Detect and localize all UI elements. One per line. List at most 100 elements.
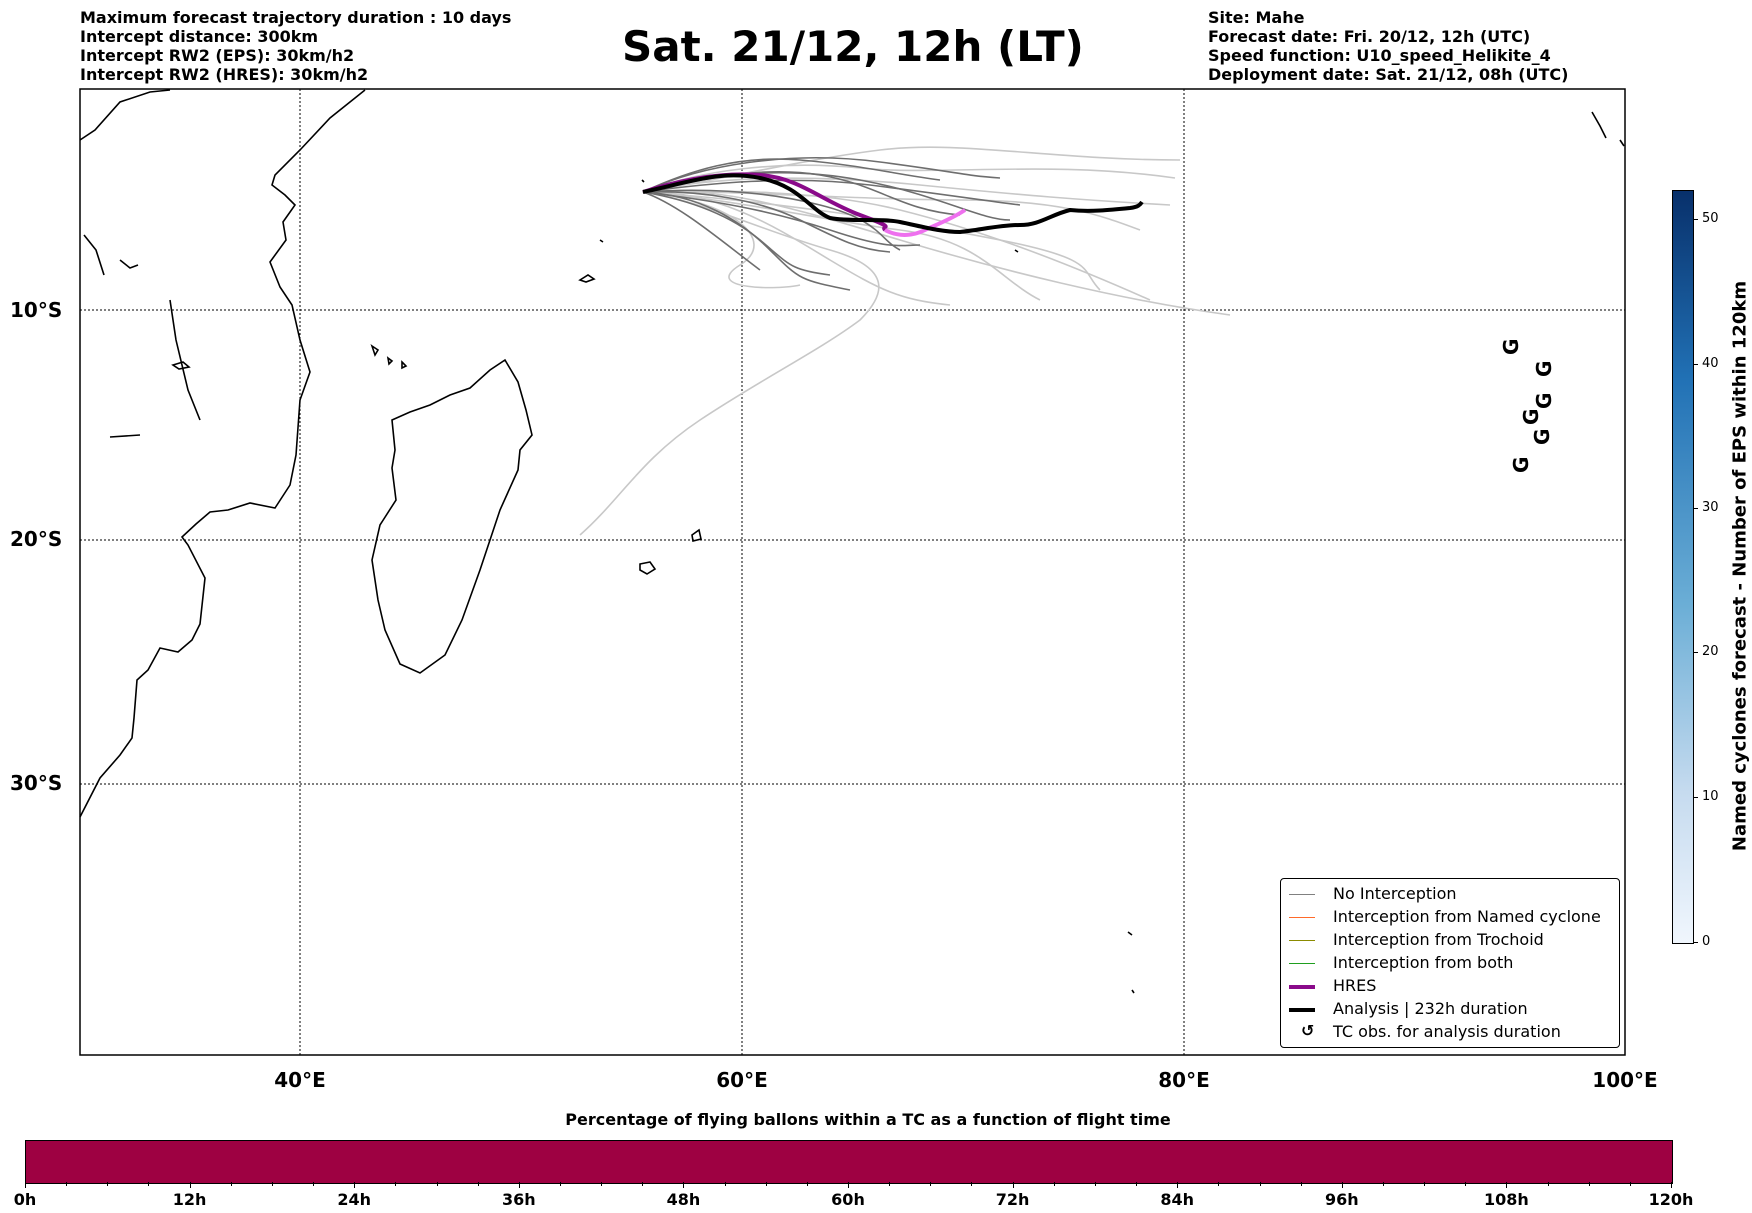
legend-label: Interception from Trochoid	[1333, 930, 1544, 949]
tc-symbol-icon: G	[1519, 409, 1543, 425]
flight-time-tick	[1588, 1182, 1590, 1186]
flight-time-tick	[1465, 1182, 1467, 1186]
tc-symbol-icon: G	[1530, 429, 1554, 445]
flight-time-tick-label: 36h	[501, 1190, 536, 1209]
legend-item-analysis: Analysis | 232h duration	[1281, 998, 1619, 1021]
flight-time-tick-label: 72h	[995, 1190, 1030, 1209]
flight-time-tick	[1177, 1182, 1179, 1188]
flight-time-tick	[66, 1182, 68, 1186]
lon-label-80e: 80°E	[1158, 1068, 1210, 1092]
flight-time-tick	[1341, 1182, 1343, 1188]
legend-line-both	[1289, 963, 1315, 964]
colorbar-tick-label: 10	[1702, 789, 1719, 804]
flight-time-tick	[1218, 1182, 1220, 1186]
lon-label-60e: 60°E	[716, 1068, 768, 1092]
colorbar-tick	[1693, 652, 1698, 653]
map-frame	[79, 88, 1626, 1056]
flight-time-tick	[1382, 1182, 1384, 1186]
legend-item-both: Interception from both	[1281, 952, 1619, 975]
graticule	[80, 89, 1625, 1055]
flight-time-tick	[848, 1182, 849, 1188]
legend-line-trochoid	[1289, 940, 1315, 941]
colorbar-tick	[1693, 364, 1698, 365]
forecast-date-text: Forecast date: Fri. 20/12, 12h (UTC)	[1208, 27, 1531, 46]
flight-time-tick	[601, 1182, 603, 1186]
africa-coastline	[79, 89, 366, 818]
flight-time-tick	[806, 1182, 808, 1186]
trajectory-light	[642, 164, 1176, 193]
legend-label: Analysis | 232h duration	[1333, 999, 1528, 1018]
flight-time-tick	[971, 1182, 973, 1186]
lat-label-10s: 10°S	[10, 298, 63, 322]
intercept-eps-text: Intercept RW2 (EPS): 30km/h2	[80, 46, 355, 65]
trajectory-light	[642, 191, 951, 306]
trajectory-dark	[642, 191, 851, 291]
trajectory-light	[642, 190, 1141, 231]
progress-bar-title: Percentage of flying ballons within a TC…	[565, 1110, 1171, 1129]
eps-trajectories-light	[579, 146, 1231, 536]
flight-time-tick	[1136, 1182, 1138, 1186]
flight-time-tick	[1259, 1182, 1261, 1186]
lat-label-30s: 30°S	[10, 771, 63, 795]
flight-time-tick	[148, 1182, 150, 1186]
legend-label: Interception from Named cyclone	[1333, 907, 1601, 926]
trajectory-light	[642, 190, 1231, 316]
flight-time-tick	[477, 1182, 479, 1186]
tc-symbol-icon: G	[1499, 339, 1523, 355]
flight-time-tick	[724, 1182, 726, 1186]
coastline-layer	[79, 89, 1625, 994]
lon-label-100e: 100°E	[1592, 1068, 1658, 1092]
deployment-date-text: Deployment date: Sat. 21/12, 08h (UTC)	[1208, 65, 1569, 84]
legend-label: TC obs. for analysis duration	[1333, 1022, 1561, 1041]
legend-label: No Interception	[1333, 884, 1457, 903]
colorbar-tick	[1693, 797, 1698, 798]
eps-trajectories-dark	[642, 157, 1021, 291]
comoros-islands	[370, 344, 408, 370]
trajectory-light	[642, 191, 1041, 301]
flight-time-tick-label: 0h	[13, 1190, 37, 1209]
flight-time-tick	[930, 1182, 932, 1186]
max-duration-text: Maximum forecast trajectory duration : 1…	[80, 8, 512, 27]
colorbar-tick-label: 50	[1702, 211, 1719, 226]
legend-line-no-interception	[1289, 894, 1315, 895]
legend-line-named-cyclone	[1289, 917, 1315, 918]
trajectory-dark	[642, 191, 761, 271]
legend-line-analysis	[1289, 1008, 1315, 1012]
flight-time-tick-label: 108h	[1483, 1190, 1529, 1209]
tc-symbol-icon: G	[1532, 361, 1556, 377]
lon-label-40e: 40°E	[274, 1068, 326, 1092]
flight-time-tick	[889, 1182, 891, 1186]
flight-time-tick	[1506, 1182, 1508, 1188]
flight-time-tick	[765, 1182, 767, 1186]
flight-time-tick	[1012, 1182, 1014, 1188]
trajectory-light	[642, 191, 801, 289]
flight-time-tick-label: 12h	[172, 1190, 207, 1209]
speed-function-text: Speed function: U10_speed_Helikite_4	[1208, 46, 1551, 65]
tc-symbol-icon: G	[1509, 457, 1533, 473]
legend-label: Interception from both	[1333, 953, 1514, 972]
flight-time-tick-label: 48h	[666, 1190, 701, 1209]
legend-item-tc-obs: ↺ TC obs. for analysis duration	[1281, 1021, 1619, 1044]
flight-time-tick	[1629, 1182, 1631, 1186]
colorbar-tick-label: 0	[1702, 934, 1711, 949]
analysis-trajectory	[642, 173, 1144, 235]
flight-time-tick	[1094, 1182, 1096, 1186]
flight-time-tick-label: 96h	[1324, 1190, 1359, 1209]
legend-item-hres: HRES	[1281, 975, 1619, 998]
flight-time-tick	[1547, 1182, 1549, 1186]
legend-item-named-cyclone: Interception from Named cyclone	[1281, 906, 1619, 929]
flight-time-tick	[642, 1182, 644, 1186]
chagos-islands	[1014, 249, 1135, 994]
named-cyclone-colorbar	[1672, 190, 1694, 944]
trajectory-light	[642, 146, 1181, 193]
flight-time-tick-label: 84h	[1160, 1190, 1195, 1209]
trajectory-light	[642, 177, 1171, 206]
header-right-info: Site: Mahe Forecast date: Fri. 20/12, 12…	[1208, 8, 1568, 84]
arabia-coastline	[79, 89, 171, 141]
trajectory-light	[579, 191, 880, 536]
legend-item-trochoid: Interception from Trochoid	[1281, 929, 1619, 952]
flight-time-tick	[313, 1182, 315, 1186]
legend-label: HRES	[1333, 976, 1377, 995]
flight-time-tick	[518, 1182, 520, 1188]
